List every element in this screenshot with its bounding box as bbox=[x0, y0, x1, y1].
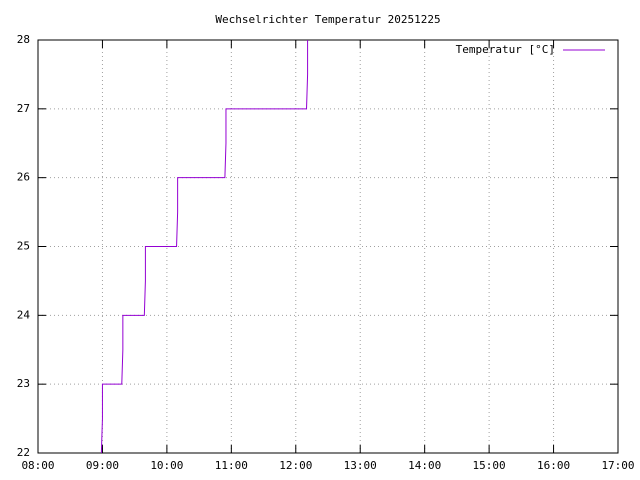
x-tick-label: 14:00 bbox=[408, 459, 441, 472]
chart-title: Wechselrichter Temperatur 20251225 bbox=[215, 13, 440, 26]
y-tick-label: 27 bbox=[17, 102, 30, 115]
x-tick-label: 08:00 bbox=[21, 459, 54, 472]
data-line bbox=[100, 40, 309, 454]
x-tick-label: 17:00 bbox=[601, 459, 634, 472]
y-tick-label: 24 bbox=[17, 308, 31, 321]
x-tick-label: 16:00 bbox=[537, 459, 570, 472]
y-tick-label: 28 bbox=[17, 33, 30, 46]
x-tick-label: 12:00 bbox=[279, 459, 312, 472]
x-tick-label: 09:00 bbox=[86, 459, 119, 472]
plot-border bbox=[37, 39, 619, 454]
x-tick-label: 11:00 bbox=[215, 459, 248, 472]
legend-label: Temperatur [°C] bbox=[456, 43, 555, 56]
x-tick-label: 15:00 bbox=[473, 459, 506, 472]
y-tick-label: 23 bbox=[17, 377, 30, 390]
x-tick-label: 13:00 bbox=[344, 459, 377, 472]
y-tick-label: 26 bbox=[17, 171, 30, 184]
y-tick-label: 22 bbox=[17, 446, 30, 459]
x-tick-label: 10:00 bbox=[150, 459, 183, 472]
y-tick-label: 25 bbox=[17, 240, 30, 253]
